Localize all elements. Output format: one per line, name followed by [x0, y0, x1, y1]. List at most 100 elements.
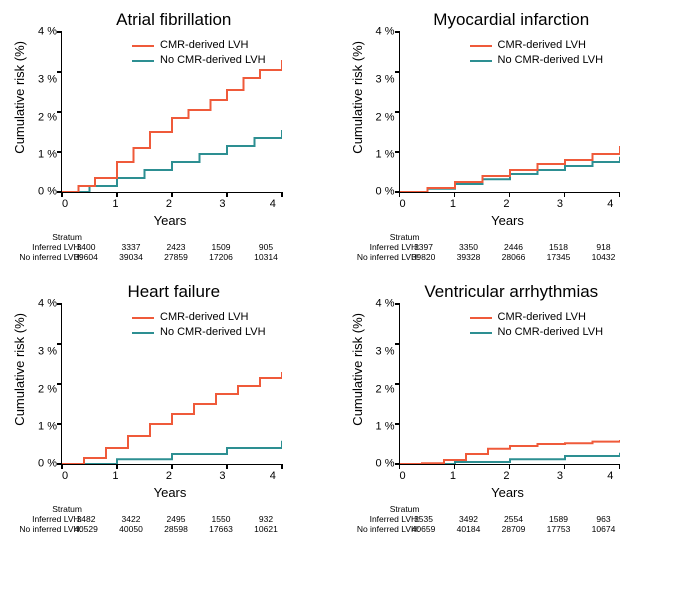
legend-line-icon	[470, 45, 492, 47]
risk-value: 17345	[537, 252, 581, 262]
risk-value: 28598	[154, 524, 198, 534]
y-tick-label: 3 %	[29, 347, 57, 358]
legend-line-icon	[470, 332, 492, 334]
risk-table-header: Stratum	[348, 504, 424, 514]
risk-table-header: Stratum	[348, 232, 424, 242]
risk-value: 10432	[582, 252, 626, 262]
y-tick-label: 2 %	[367, 112, 395, 123]
x-axis-label: Years	[60, 213, 280, 228]
chart-panel: Atrial fibrillation Cumulative risk (%)4 …	[10, 10, 338, 262]
curve-lvh	[62, 372, 282, 464]
risk-value: 963	[582, 514, 626, 524]
y-tick-label: 3 %	[29, 75, 57, 86]
legend-label: CMR-derived LVH	[498, 38, 586, 53]
x-axis-ticks: 0 1 2 3 4	[62, 198, 282, 210]
risk-value: 3482	[64, 514, 108, 524]
at-risk-table: StratumInferred LVH:3482342224951550932N…	[10, 504, 338, 534]
legend-label: No CMR-derived LVH	[498, 325, 604, 340]
legend: CMR-derived LVHNo CMR-derived LVH	[132, 38, 266, 69]
chart-panel: Ventricular arrhythmias Cumulative risk (…	[348, 282, 676, 534]
y-tick-label: 3 %	[367, 347, 395, 358]
y-axis-label: Cumulative risk (%)	[348, 313, 367, 426]
risk-value: 2446	[492, 242, 536, 252]
y-tick-label: 1 %	[367, 421, 395, 432]
y-tick-label: 4 %	[29, 27, 57, 38]
x-tick-label: 3	[219, 198, 225, 210]
risk-table-header: Stratum	[10, 504, 86, 514]
x-axis-label: Years	[398, 213, 618, 228]
risk-value: 17663	[199, 524, 243, 534]
risk-value: 10621	[244, 524, 288, 534]
legend: CMR-derived LVHNo CMR-derived LVH	[470, 38, 604, 69]
y-tick-label: 0 %	[367, 187, 395, 198]
y-tick-label: 1 %	[367, 149, 395, 160]
y-axis-label: Cumulative risk (%)	[10, 41, 29, 154]
curve-lvh	[62, 60, 282, 192]
risk-value: 3400	[64, 242, 108, 252]
legend-line-icon	[132, 45, 154, 47]
risk-value: 3422	[109, 514, 153, 524]
risk-value: 28066	[492, 252, 536, 262]
y-tick-label: 4 %	[29, 299, 57, 310]
risk-value: 3337	[109, 242, 153, 252]
y-tick-label: 4 %	[367, 27, 395, 38]
risk-value: 2554	[492, 514, 536, 524]
legend-line-icon	[132, 60, 154, 62]
panel-title: Atrial fibrillation	[10, 10, 338, 30]
y-tick-label: 1 %	[29, 149, 57, 160]
risk-value: 918	[582, 242, 626, 252]
x-tick-label: 4	[270, 470, 276, 482]
y-tick-label: 2 %	[29, 112, 57, 123]
legend-label: No CMR-derived LVH	[498, 53, 604, 68]
x-tick-label: 2	[166, 470, 172, 482]
risk-value: 27859	[154, 252, 198, 262]
legend-line-icon	[470, 60, 492, 62]
legend-label: CMR-derived LVH	[498, 310, 586, 325]
y-tick-label: 0 %	[367, 459, 395, 470]
risk-value: 3492	[447, 514, 491, 524]
legend-label: No CMR-derived LVH	[160, 53, 266, 68]
legend-label: No CMR-derived LVH	[160, 325, 266, 340]
risk-value: 40659	[402, 524, 446, 534]
panel-title: Myocardial infarction	[348, 10, 676, 30]
risk-value: 905	[244, 242, 288, 252]
x-tick-label: 4	[607, 470, 613, 482]
legend-line-icon	[132, 317, 154, 319]
y-tick-label: 1 %	[29, 421, 57, 432]
at-risk-table: StratumInferred LVH:3535349225541589963N…	[348, 504, 676, 534]
x-tick-label: 3	[219, 470, 225, 482]
risk-value: 40050	[109, 524, 153, 534]
x-tick-label: 4	[270, 198, 276, 210]
legend-line-icon	[132, 332, 154, 334]
risk-value: 39328	[447, 252, 491, 262]
plot-area: CMR-derived LVHNo CMR-derived LVH01234	[399, 304, 620, 465]
curve-no-lvh	[62, 441, 282, 464]
x-tick-label: 0	[62, 470, 68, 482]
panel-title: Ventricular arrhythmias	[348, 282, 676, 302]
risk-value: 1518	[537, 242, 581, 252]
risk-value: 1589	[537, 514, 581, 524]
plot-area: CMR-derived LVHNo CMR-derived LVH01234	[61, 304, 282, 465]
risk-value: 2423	[154, 242, 198, 252]
risk-value: 39820	[402, 252, 446, 262]
x-tick-label: 4	[607, 198, 613, 210]
y-tick-label: 0 %	[29, 459, 57, 470]
x-tick-label: 1	[112, 470, 118, 482]
x-axis-ticks: 0 1 2 3 4	[62, 470, 282, 482]
x-tick-label: 0	[400, 198, 406, 210]
x-tick-label: 0	[62, 198, 68, 210]
chart-panel: Myocardial infarctionCumulative risk (%)…	[348, 10, 676, 262]
risk-value: 1509	[199, 242, 243, 252]
risk-value: 40184	[447, 524, 491, 534]
x-tick-label: 3	[557, 470, 563, 482]
curve-lvh	[400, 146, 620, 192]
x-axis-label: Years	[60, 485, 280, 500]
x-tick-label: 2	[503, 198, 509, 210]
x-tick-label: 2	[166, 198, 172, 210]
x-tick-label: 1	[112, 198, 118, 210]
x-tick-label: 2	[503, 470, 509, 482]
risk-value: 3397	[402, 242, 446, 252]
x-axis-label: Years	[398, 485, 618, 500]
risk-value: 2495	[154, 514, 198, 524]
risk-value: 932	[244, 514, 288, 524]
